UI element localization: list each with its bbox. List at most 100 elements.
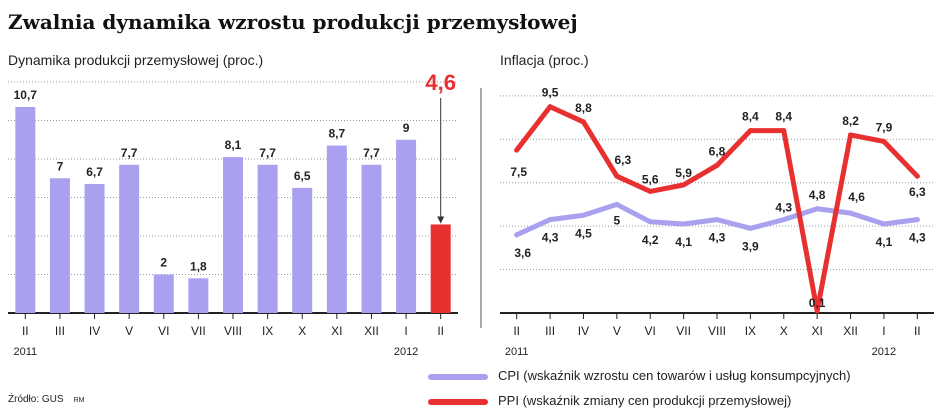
legend-cpi: CPI (wskaźnik wzrostu cen towarów i usłu… bbox=[428, 368, 851, 383]
ppi-point bbox=[681, 182, 687, 188]
bar bbox=[361, 164, 382, 313]
x-tick-label: II bbox=[22, 324, 29, 338]
ppi-point bbox=[647, 188, 653, 194]
data-label: 7,7 bbox=[121, 146, 138, 160]
year-label: 2011 bbox=[505, 346, 529, 358]
x-tick-label: IV bbox=[578, 324, 589, 338]
cpi-data-label: 5 bbox=[614, 213, 621, 227]
highlight-arrow-head bbox=[437, 216, 445, 224]
cpi-point bbox=[714, 217, 720, 223]
cpi-data-label: 4,1 bbox=[876, 235, 893, 249]
cpi-data-label: 4,3 bbox=[775, 201, 792, 215]
x-tick-label: VII bbox=[676, 324, 691, 338]
x-tick-label: IX bbox=[745, 324, 756, 338]
x-tick-label: V bbox=[125, 324, 133, 338]
year-label: 2012 bbox=[872, 346, 896, 358]
ppi-point bbox=[547, 104, 553, 110]
bar bbox=[292, 187, 313, 313]
ppi-point bbox=[514, 147, 520, 153]
bar bbox=[223, 157, 243, 313]
x-tick-label: VIII bbox=[708, 324, 726, 338]
bar bbox=[326, 145, 347, 313]
bar bbox=[153, 274, 174, 313]
bar bbox=[257, 164, 278, 313]
cpi-point bbox=[547, 217, 553, 223]
page-title: Zwalnia dynamika wzrostu produkcji przem… bbox=[8, 10, 578, 34]
ppi-point bbox=[580, 119, 586, 125]
ppi-data-label: 6,8 bbox=[709, 144, 726, 158]
bar bbox=[15, 107, 36, 314]
ppi-data-label: 8,4 bbox=[775, 110, 792, 124]
x-tick-label: VII bbox=[191, 324, 206, 338]
data-label: 2 bbox=[160, 256, 167, 270]
x-tick-label: XII bbox=[843, 324, 858, 338]
year-label: 2012 bbox=[394, 346, 418, 358]
bar bbox=[119, 164, 140, 313]
bar bbox=[188, 278, 209, 313]
x-tick-label: I bbox=[404, 324, 407, 338]
ppi-legend-swatch bbox=[428, 398, 488, 405]
x-tick-label: IV bbox=[89, 324, 100, 338]
x-tick-label: X bbox=[780, 324, 788, 338]
cpi-point bbox=[781, 217, 787, 223]
data-label: 9 bbox=[403, 121, 410, 135]
ppi-point bbox=[914, 173, 920, 179]
x-tick-label: II bbox=[437, 324, 444, 338]
cpi-data-label: 4,6 bbox=[848, 190, 865, 204]
ppi-data-label: 8,2 bbox=[842, 114, 859, 128]
x-tick-label: VI bbox=[158, 324, 169, 338]
x-tick-label: VI bbox=[645, 324, 656, 338]
x-tick-label: IX bbox=[262, 324, 273, 338]
right-chart-title: Inflacja (proc.) bbox=[500, 52, 589, 68]
year-label: 2011 bbox=[13, 346, 37, 358]
data-label: 1,8 bbox=[190, 259, 207, 273]
ppi-point bbox=[881, 138, 887, 144]
ppi-data-label: 7,9 bbox=[876, 120, 893, 134]
ppi-data-label: 6,3 bbox=[909, 185, 926, 199]
bar bbox=[396, 139, 417, 313]
x-tick-label: V bbox=[613, 324, 621, 338]
ppi-data-label: 0,1 bbox=[809, 296, 826, 310]
ppi-point bbox=[714, 162, 720, 168]
ppi-line bbox=[514, 104, 920, 314]
cpi-point bbox=[681, 221, 687, 227]
cpi-point bbox=[647, 219, 653, 225]
x-tick-label: I bbox=[882, 324, 885, 338]
data-label: 10,7 bbox=[14, 88, 38, 102]
ppi-legend-label: PPI (wskaźnik zmiany cen produkcji przem… bbox=[498, 393, 792, 408]
author-mark: RM bbox=[73, 397, 85, 404]
ppi-data-label: 8,4 bbox=[742, 110, 759, 124]
x-tick-label: II bbox=[914, 324, 921, 338]
x-tick-label: III bbox=[545, 324, 555, 338]
production-bar-chart: II10,7III7IV6,7V7,7VI2VII1,8VIII8,1IX7,7… bbox=[8, 70, 458, 358]
ppi-data-label: 5,6 bbox=[642, 172, 659, 186]
x-tick-label: II bbox=[513, 324, 520, 338]
bar bbox=[430, 224, 451, 313]
source-note: Źródło: GUS RM bbox=[8, 394, 84, 405]
cpi-data-label: 4,3 bbox=[709, 231, 726, 245]
ppi-data-label: 7,5 bbox=[510, 165, 527, 179]
cpi-point bbox=[814, 206, 820, 212]
data-label: 4,6 bbox=[425, 70, 456, 95]
x-tick-label: X bbox=[298, 324, 306, 338]
data-label: 7,7 bbox=[363, 146, 380, 160]
cpi-data-label: 4,3 bbox=[909, 231, 926, 245]
data-label: 6,5 bbox=[294, 169, 311, 183]
ppi-point bbox=[747, 128, 753, 134]
ppi-point bbox=[614, 173, 620, 179]
cpi-data-label: 4,8 bbox=[809, 188, 826, 202]
cpi-data-label: 4,3 bbox=[542, 231, 559, 245]
data-label: 6,7 bbox=[86, 165, 103, 179]
cpi-point bbox=[514, 232, 520, 238]
data-label: 8,1 bbox=[225, 138, 242, 152]
cpi-data-label: 3,9 bbox=[742, 239, 759, 253]
cpi-legend-label: CPI (wskaźnik wzrostu cen towarów i usłu… bbox=[498, 368, 851, 383]
x-tick-label: XII bbox=[364, 324, 379, 338]
data-label: 8,7 bbox=[329, 127, 346, 141]
cpi-point bbox=[614, 201, 620, 207]
data-label: 7,7 bbox=[259, 146, 276, 160]
bar bbox=[84, 184, 105, 313]
cpi-point bbox=[747, 225, 753, 231]
